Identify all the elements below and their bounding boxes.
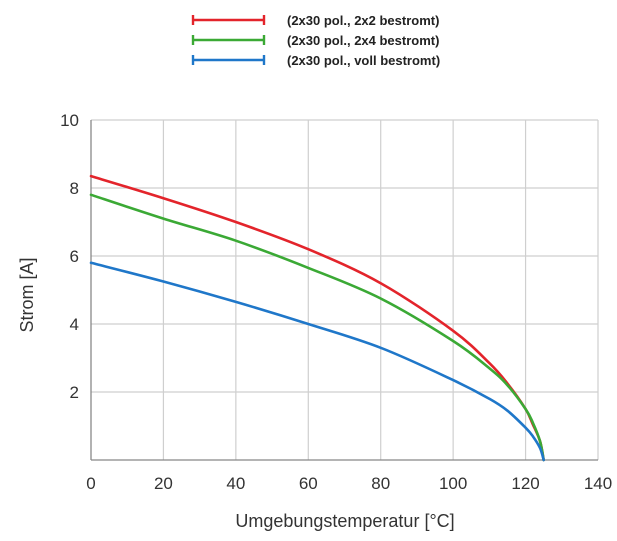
series-line-1 — [89, 174, 545, 462]
axes — [90, 120, 598, 461]
x-tick-label: 140 — [584, 474, 612, 493]
x-axis-title: Umgebungstemperatur [°C] — [235, 511, 454, 531]
x-tick-label: 100 — [439, 474, 467, 493]
y-tick-label: 10 — [60, 111, 79, 130]
legend-label: (2x30 pol., 2x4 bestromt) — [287, 33, 439, 48]
x-tick-label: 20 — [154, 474, 173, 493]
x-tick-label: 120 — [511, 474, 539, 493]
series-lines — [89, 174, 545, 462]
series-line-2 — [89, 193, 545, 462]
y-tick-label: 4 — [70, 315, 79, 334]
legend-label: (2x30 pol., voll bestromt) — [287, 53, 440, 68]
y-tick-label: 2 — [70, 383, 79, 402]
tick-labels: 0 20 40 60 80 100 120 140 2 4 6 8 10 — [60, 111, 612, 493]
legend-label: (2x30 pol., 2x2 bestromt) — [287, 13, 439, 28]
series-line-3 — [89, 261, 545, 462]
x-tick-label: 40 — [226, 474, 245, 493]
y-tick-label: 8 — [70, 179, 79, 198]
y-axis-title: Strom [A] — [17, 257, 37, 332]
grid — [91, 119, 599, 460]
y-tick-label: 6 — [70, 247, 79, 266]
x-tick-label: 60 — [299, 474, 318, 493]
x-tick-label: 0 — [86, 474, 95, 493]
x-tick-label: 80 — [371, 474, 390, 493]
legend: (2x30 pol., 2x2 bestromt) (2x30 pol., 2x4… — [191, 13, 440, 68]
